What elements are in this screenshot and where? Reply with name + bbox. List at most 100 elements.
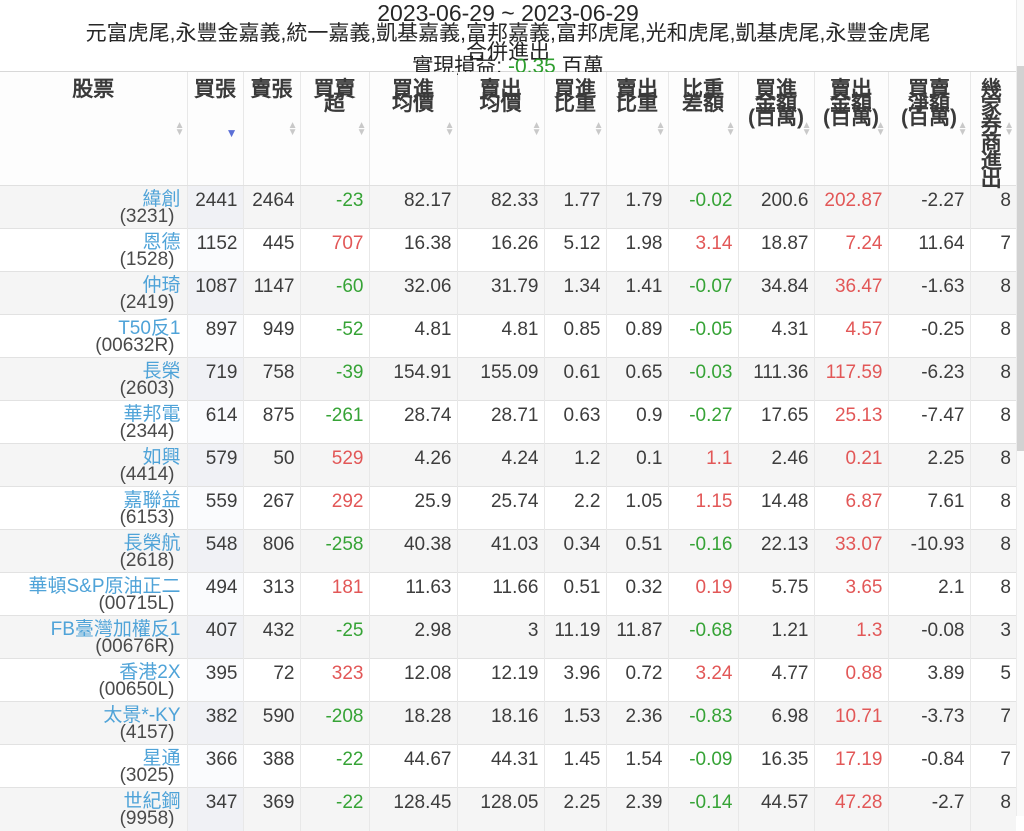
cell-sell_amount: 25.13 bbox=[813, 400, 888, 444]
cell-sell_lots: 369 bbox=[242, 787, 300, 831]
vertical-scrollbar[interactable] bbox=[1016, 0, 1024, 816]
cell-stock: 華邦電 (2344) bbox=[0, 400, 187, 444]
sort-toggle-icon[interactable]: ▲ ▼ bbox=[593, 120, 604, 138]
stock-link[interactable]: 長榮航 bbox=[123, 533, 181, 554]
sort-toggle-icon[interactable]: ▲ ▼ bbox=[531, 120, 542, 138]
table-header-row: 股票 ▲ ▼ 買張 ▼ 賣張 ▲ ▼ 買賣超 ▲ ▼ 買進 均價 ▲ ▼ 賣出 均價 ▲ ▼ 買進 比重 ▲ ▼ 賣出 比重 ▲ ▼… bbox=[0, 71, 1016, 190]
cell-avg_buy_price: 154.91 bbox=[368, 357, 457, 401]
cell-sell_weight: 1.54 bbox=[605, 744, 668, 788]
stock-link[interactable]: 緯創 bbox=[142, 189, 181, 210]
column-header-sell_weight[interactable]: 賣出 比重 ▲ ▼ bbox=[605, 71, 668, 186]
cell-avg_buy_price: 16.38 bbox=[368, 228, 457, 272]
cell-net_amount: -7.47 bbox=[887, 400, 970, 444]
cell-buy_lots: 719 bbox=[186, 357, 243, 401]
cell-broker_count: 8 bbox=[969, 400, 1016, 444]
column-label: 買進 bbox=[755, 78, 797, 101]
column-header-broker_count[interactable]: 幾家券商進出 ▲ ▼ bbox=[969, 71, 1016, 190]
column-header-avg_sell_price[interactable]: 賣出 均價 ▲ ▼ bbox=[456, 71, 544, 186]
cell-sell_amount: 33.07 bbox=[813, 529, 888, 573]
column-header-sell_lots[interactable]: 賣張 ▲ ▼ bbox=[242, 71, 300, 186]
stock-link[interactable]: 華邦電 bbox=[123, 404, 181, 425]
stock-link[interactable]: 如興 bbox=[142, 447, 181, 468]
cell-broker_count: 8 bbox=[969, 787, 1016, 831]
column-header-buy_amount[interactable]: 買進 金額 (百萬) ▲ ▼ bbox=[737, 71, 814, 186]
sort-toggle-icon[interactable]: ▲ ▼ bbox=[356, 120, 367, 138]
stock-link[interactable]: 長榮 bbox=[142, 361, 181, 382]
cell-buy_amount: 6.98 bbox=[737, 701, 814, 745]
cell-stock: 世紀鋼 (9958) bbox=[0, 787, 187, 831]
column-label: 賣出 bbox=[616, 78, 658, 101]
cell-weight_diff: -0.14 bbox=[667, 787, 738, 831]
stock-link[interactable]: 恩德 bbox=[142, 232, 181, 253]
stock-link[interactable]: 世紀鋼 bbox=[123, 791, 181, 812]
cell-avg_sell_price: 11.66 bbox=[456, 572, 544, 616]
cell-broker_count: 7 bbox=[969, 744, 1016, 788]
cell-buy_amount: 2.46 bbox=[737, 443, 814, 487]
cell-net_amount: 2.25 bbox=[887, 443, 970, 487]
sort-toggle-icon[interactable]: ▲ ▼ bbox=[655, 120, 666, 138]
cell-avg_sell_price: 44.31 bbox=[456, 744, 544, 788]
table-row: 長榮 (2603) 719 758 -39 154.91 155.09 0.61 0.65 -0.… bbox=[0, 357, 1016, 401]
table-row: 太景*-KY (4157) 382 590 -208 18.28 18.16 1.53 2.36… bbox=[0, 701, 1016, 745]
cell-net_lots: 529 bbox=[299, 443, 369, 487]
cell-broker_count: 8 bbox=[969, 271, 1016, 315]
cell-net_lots: 292 bbox=[299, 486, 369, 530]
sort-desc-icon[interactable]: ▼ bbox=[225, 126, 238, 140]
cell-net_lots: -261 bbox=[299, 400, 369, 444]
cell-buy_weight: 2.2 bbox=[543, 486, 606, 530]
cell-broker_count: 7 bbox=[969, 701, 1016, 745]
cell-stock: 仲琦 (2419) bbox=[0, 271, 187, 315]
column-header-weight_diff[interactable]: 比重 差額 ▲ ▼ bbox=[667, 71, 738, 186]
cell-weight_diff: -0.83 bbox=[667, 701, 738, 745]
column-label: 比重 bbox=[682, 78, 724, 101]
cell-buy_amount: 18.87 bbox=[737, 228, 814, 272]
cell-broker_count: 8 bbox=[969, 443, 1016, 487]
stock-code: (00715L) bbox=[98, 593, 175, 614]
column-label: 買賣 bbox=[313, 78, 356, 101]
cell-weight_diff: -0.16 bbox=[667, 529, 738, 573]
cell-avg_sell_price: 4.24 bbox=[456, 443, 544, 487]
sort-toggle-icon[interactable]: ▲ ▼ bbox=[875, 120, 886, 138]
cell-sell_amount: 0.21 bbox=[813, 443, 888, 487]
cell-broker_count: 8 bbox=[969, 529, 1016, 573]
cell-sell_lots: 267 bbox=[242, 486, 300, 530]
column-header-avg_buy_price[interactable]: 買進 均價 ▲ ▼ bbox=[368, 71, 457, 186]
column-header-sell_amount[interactable]: 賣出 金額 (百萬) ▲ ▼ bbox=[813, 71, 888, 186]
column-label: 均價 bbox=[479, 92, 522, 115]
cell-buy_amount: 14.48 bbox=[737, 486, 814, 530]
cell-sell_amount: 7.24 bbox=[813, 228, 888, 272]
stock-link[interactable]: 嘉聯益 bbox=[123, 490, 181, 511]
sort-toggle-icon[interactable]: ▲ ▼ bbox=[1004, 120, 1014, 138]
stock-code: (2419) bbox=[119, 292, 175, 313]
cell-sell_amount: 6.87 bbox=[813, 486, 888, 530]
stock-link[interactable]: FB臺灣加權反1 bbox=[50, 619, 181, 640]
sort-toggle-icon[interactable]: ▲ ▼ bbox=[174, 120, 185, 138]
cell-net_amount: -0.84 bbox=[887, 744, 970, 788]
cell-sell_lots: 1147 bbox=[242, 271, 300, 315]
cell-sell_amount: 47.28 bbox=[813, 787, 888, 831]
scrollbar-thumb[interactable] bbox=[1017, 66, 1024, 451]
sort-toggle-icon[interactable]: ▲ ▼ bbox=[444, 120, 455, 138]
cell-weight_diff: -0.27 bbox=[667, 400, 738, 444]
sort-toggle-icon[interactable]: ▲ ▼ bbox=[725, 120, 736, 138]
stock-link[interactable]: 華頓S&P原油正二 bbox=[28, 576, 181, 597]
sort-toggle-icon[interactable]: ▲ ▼ bbox=[801, 120, 812, 138]
stock-link[interactable]: 仲琦 bbox=[142, 275, 181, 296]
stock-link[interactable]: 星通 bbox=[142, 748, 181, 769]
stock-link[interactable]: T50反1 bbox=[118, 318, 181, 339]
stock-link[interactable]: 太景*-KY bbox=[103, 705, 181, 726]
sort-toggle-icon[interactable]: ▲ ▼ bbox=[957, 120, 968, 138]
cell-net_lots: -60 bbox=[299, 271, 369, 315]
cell-sell_weight: 0.72 bbox=[605, 658, 668, 702]
column-header-buy_weight[interactable]: 買進 比重 ▲ ▼ bbox=[543, 71, 606, 186]
cell-sell_weight: 0.51 bbox=[605, 529, 668, 573]
cell-broker_count: 8 bbox=[969, 185, 1016, 229]
cell-net_amount: -0.25 bbox=[887, 314, 970, 358]
stock-link[interactable]: 香港2X bbox=[119, 662, 181, 683]
column-header-net_amount[interactable]: 買賣 淨額 (百萬) ▲ ▼ bbox=[887, 71, 970, 186]
cell-buy_weight: 0.51 bbox=[543, 572, 606, 616]
column-header-stock[interactable]: 股票 ▲ ▼ bbox=[0, 71, 187, 186]
sort-toggle-icon[interactable]: ▲ ▼ bbox=[287, 120, 298, 138]
column-header-buy_lots[interactable]: 買張 ▼ bbox=[186, 71, 243, 186]
column-header-net_lots[interactable]: 買賣超 ▲ ▼ bbox=[299, 71, 369, 186]
